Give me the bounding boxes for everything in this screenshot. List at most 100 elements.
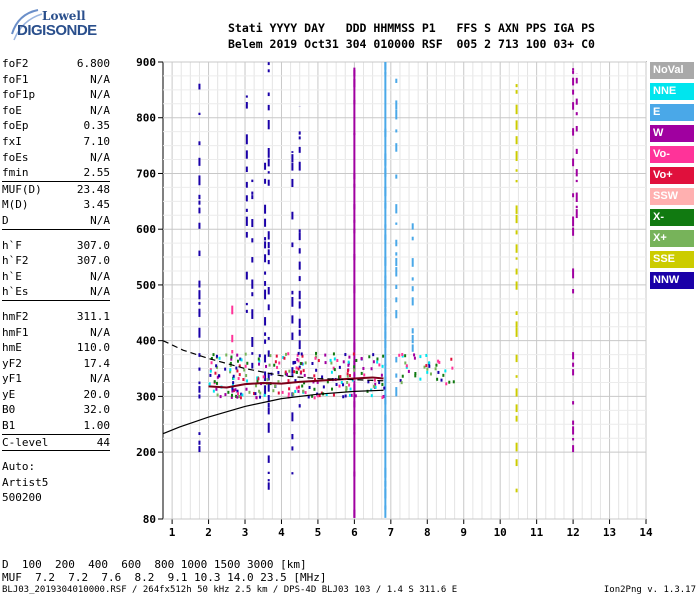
echo-dot [353, 368, 356, 372]
y-tick-label: 700 [136, 167, 156, 180]
echo-dot [297, 367, 300, 371]
echo-dot [297, 351, 300, 355]
echo-dot [268, 363, 271, 367]
echo-dot [299, 361, 302, 365]
echo-dot [383, 386, 386, 390]
echo-dot [269, 354, 272, 358]
echo-dot [240, 392, 243, 396]
echo-dot [376, 357, 379, 361]
param-row: foE N/A [2, 103, 110, 119]
scaled-parameters-panel: foF2 6.800 foF1 N/A foF1p N/A foE N/A foEp 0.35 fx… [2, 56, 110, 506]
distance-label: D [2, 558, 9, 571]
echo-dot [209, 373, 212, 377]
echo-dot [333, 357, 336, 361]
legend-item: NNE [650, 83, 694, 100]
echo-dot [363, 373, 366, 377]
param-value: 307.0 [76, 254, 110, 268]
echo-dot [243, 368, 246, 372]
echo-dot [450, 357, 453, 361]
auto-scaling-info: 500200 [2, 491, 42, 505]
echo-dot [349, 387, 352, 391]
param-row: fmin 2.55 [2, 165, 110, 181]
echo-dot [320, 391, 323, 395]
logo-arc-icon [11, 9, 43, 41]
separator [2, 450, 110, 452]
echo-dot [238, 364, 241, 368]
x-tick-label: 11 [530, 526, 544, 539]
param-row: fxI 7.10 [2, 134, 110, 150]
echo-dot [438, 360, 441, 364]
echo-dot [272, 389, 275, 393]
echo-dot [295, 370, 298, 374]
echo-dot [214, 371, 217, 375]
echo-dot [440, 378, 443, 382]
echo-dot [237, 392, 240, 396]
echo-dot [425, 353, 428, 357]
echo-dot [282, 355, 285, 359]
param-row: foF1p N/A [2, 87, 110, 103]
echo-dot [374, 385, 377, 389]
echo-dot [311, 361, 314, 365]
param-name: MUF(D) [2, 182, 42, 196]
echo-dot [284, 370, 287, 374]
echo-dot [442, 373, 445, 377]
echo-dot [277, 391, 280, 395]
param-value: 1.00 [83, 419, 111, 433]
echo-dot [346, 369, 349, 373]
echo-dot [308, 385, 311, 389]
echo-dot [303, 381, 306, 385]
echo-dot [236, 389, 239, 393]
echo-dot [346, 374, 349, 378]
echo-dot [373, 378, 376, 382]
echo-dot [235, 366, 238, 370]
echo-dot [273, 363, 276, 367]
echo-dot [398, 353, 401, 357]
echo-dot [259, 391, 262, 395]
echo-dot [382, 395, 385, 399]
echo-dot [325, 392, 328, 396]
echo-dot [378, 363, 381, 367]
param-value: 3.45 [83, 198, 111, 212]
echo-dot [231, 383, 234, 387]
echo-dot [374, 382, 377, 386]
echo-dot [293, 370, 296, 374]
param-row: h`F2 307.0 [2, 253, 110, 269]
x-tick-label: 14 [639, 526, 653, 539]
echo-dot [346, 380, 349, 384]
x-tick-label: 5 [315, 526, 322, 539]
echo-dot [297, 385, 300, 389]
echo-dot [381, 364, 384, 368]
echo-dot [401, 354, 404, 358]
x-tick-label: 7 [388, 526, 395, 539]
x-tick-label: 12 [566, 526, 579, 539]
param-row: foEs N/A [2, 150, 110, 166]
echo-dot [232, 374, 235, 378]
echo-dot [444, 369, 447, 373]
echo-dot [258, 362, 261, 366]
echo-dot [425, 364, 428, 368]
param-value: 20.0 [83, 387, 111, 401]
echo-dot [330, 361, 333, 365]
echo-dot [331, 387, 334, 391]
echo-dot [329, 358, 332, 362]
echo-dot [277, 380, 280, 384]
y-tick-label: 800 [136, 112, 156, 125]
echo-dot [283, 356, 286, 360]
param-row: M(D) 3.45 [2, 197, 110, 213]
echo-dot [216, 393, 219, 397]
separator [2, 299, 110, 301]
echo-dot [378, 381, 381, 385]
param-name: foEs [2, 150, 29, 164]
x-tick-label: 4 [278, 526, 285, 539]
polarization-legend: NoVal NNE E W Vo- Vo+ SSW X- X+ SSE NNW [650, 62, 694, 293]
echo-dot [257, 377, 260, 381]
param-value: 17.4 [83, 356, 111, 370]
param-value: N/A [90, 88, 110, 102]
echo-dot [218, 356, 221, 360]
echo-dot [258, 389, 261, 393]
echo-dot [236, 395, 239, 399]
y-tick-label: 600 [136, 223, 156, 236]
echo-dot [230, 395, 233, 399]
echo-dot [237, 359, 240, 363]
param-name: fmin [2, 166, 29, 180]
